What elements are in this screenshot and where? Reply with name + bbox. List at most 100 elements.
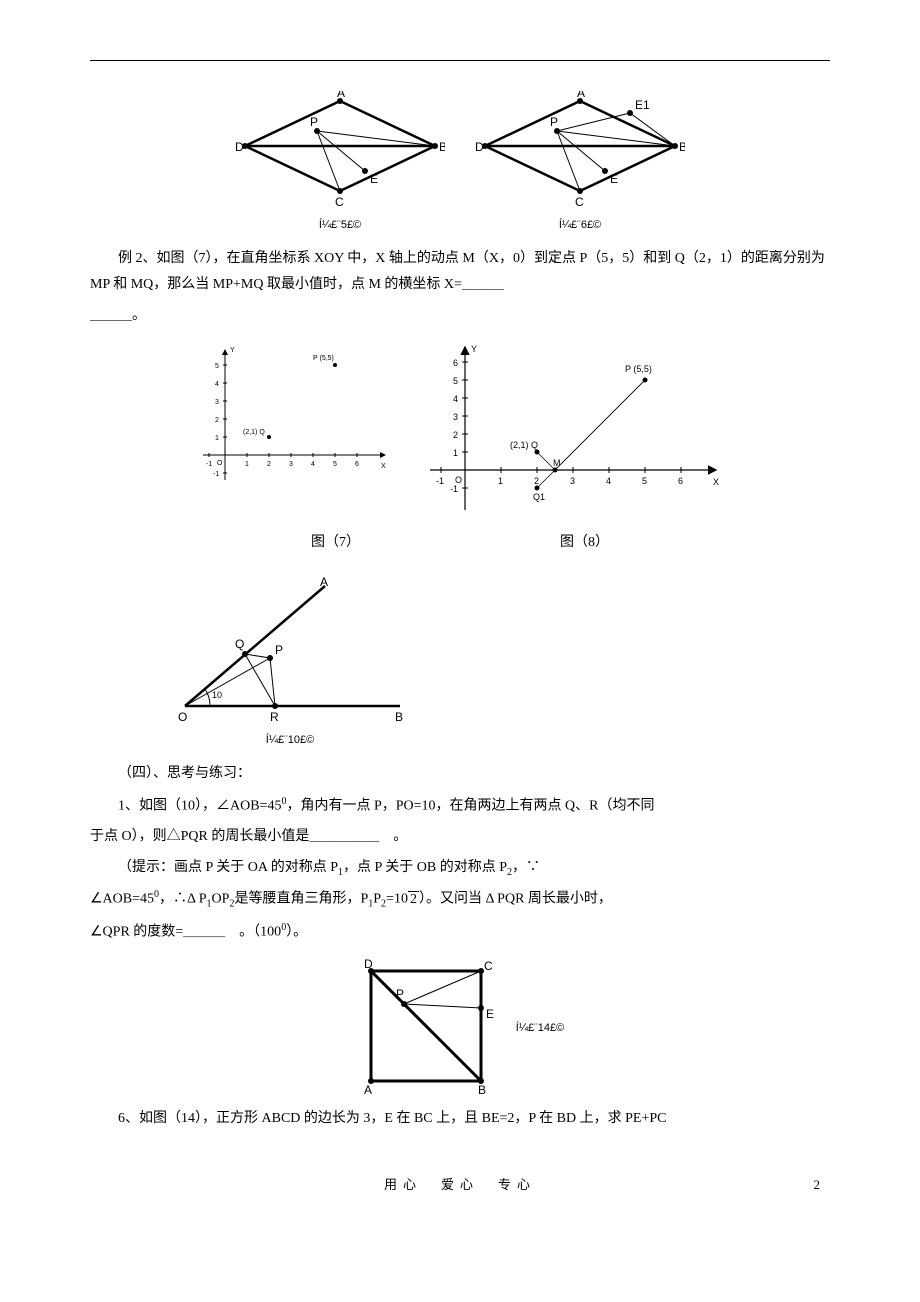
- problem1-l1a: 1、如图（10），∠AOB=45: [118, 798, 281, 813]
- fig6-label-e1: E1: [635, 98, 650, 112]
- section4-title: （四）、思考与练习：: [90, 761, 830, 788]
- fig6-label-c: C: [575, 195, 584, 209]
- fig5-caption: Í¼£¨5£©: [319, 215, 361, 236]
- fig5-label-c: C: [335, 195, 344, 209]
- caption-row-7-8: 图（7） 图（8）: [90, 530, 830, 557]
- fig10-q: Q: [235, 637, 244, 651]
- fig6-label-d: D: [475, 140, 484, 154]
- svg-text:1: 1: [498, 476, 503, 486]
- h2d: 是等腰直角三角形，P: [234, 892, 368, 907]
- h3b: ）。: [286, 925, 307, 940]
- h2c: OP: [212, 892, 230, 907]
- figure-row-5-6: A B C D P E Í¼£¨5£© A B C D: [90, 91, 830, 236]
- problem1-line2: 于点 O），则△PQR 的周长最小值是＿＿＿＿＿ 。: [90, 824, 830, 851]
- fig10-o: O: [178, 710, 187, 724]
- example2-tail: ＿＿＿。: [90, 303, 830, 330]
- svg-text:1: 1: [245, 461, 249, 468]
- fig8-m-label: M: [553, 458, 561, 468]
- hint-line3: ∠QPR 的度数=＿＿＿ 。（1000）。: [90, 918, 830, 946]
- svg-text:5: 5: [215, 363, 219, 370]
- hint1c: ，∵: [512, 860, 540, 875]
- fig14-c: C: [484, 959, 493, 973]
- svg-text:2: 2: [215, 417, 219, 424]
- h2e: P: [373, 892, 381, 907]
- problem6: 6、如图（14），正方形 ABCD 的边长为 3，E 在 BC 上，且 BE=2…: [90, 1106, 830, 1133]
- fig10-a: A: [320, 576, 328, 589]
- fig14-svg: A B C D E P: [356, 956, 496, 1096]
- problem1-l1b: ，角内有一点 P，PO=10，在角两边上有两点 Q、R（均不同: [286, 798, 654, 813]
- example2-text: 例 2、如图（7），在直角坐标系 XOY 中，X 轴上的动点 M（X，0）到定点…: [90, 246, 830, 299]
- fig8-x: X: [713, 477, 719, 487]
- svg-text:4: 4: [215, 381, 219, 388]
- fig6-label-a: A: [577, 91, 585, 100]
- fig10-svg: O A B P Q R 10: [170, 576, 410, 726]
- fig7-p-label: P (5,5): [313, 355, 334, 362]
- figure-6: A B C D P E E1 Í¼£¨6£©: [475, 91, 685, 236]
- svg-text:4: 4: [311, 461, 315, 468]
- fig5-label-b: B: [439, 140, 445, 154]
- fig6-caption: Í¼£¨6£©: [559, 215, 601, 236]
- figure-row-14: A B C D E P Í¼£¨14£©: [90, 956, 830, 1096]
- h2f: =10: [386, 892, 408, 907]
- svg-text:6: 6: [678, 476, 683, 486]
- fig14-caption: Í¼£¨14£©: [516, 1018, 564, 1039]
- svg-text:5: 5: [333, 461, 337, 468]
- h2a: ∠AOB=45: [90, 892, 154, 907]
- fig8-q-label: (2,1) Q: [510, 440, 538, 450]
- fig10-p: P: [275, 643, 283, 657]
- svg-text:3: 3: [570, 476, 575, 486]
- figure-row-7-8: -1 1 2 3 4 5 6 1 2 3 4 5 -1 O X Y P (5,5…: [90, 340, 830, 520]
- fig5-label-e: E: [370, 172, 378, 186]
- fig8-y: Y: [471, 344, 477, 354]
- h2b: ，∴Δ P: [159, 892, 207, 907]
- fig7-o: O: [217, 460, 223, 467]
- svg-text:-1: -1: [213, 471, 219, 478]
- fig6-label-b: B: [679, 140, 685, 154]
- svg-text:5: 5: [642, 476, 647, 486]
- h3a: ∠QPR 的度数=＿＿＿ 。（100: [90, 925, 281, 940]
- fig8-svg: -1 1 2 3 4 5 6 1 2 3 4 5 6 -1 O X Y P (5…: [425, 340, 725, 520]
- footer-text: 用心 爱心 专心: [384, 1177, 536, 1192]
- svg-text:-1: -1: [436, 476, 444, 486]
- footer: 用心 爱心 专心 2: [90, 1173, 830, 1198]
- example2-text-main: 例 2、如图（7），在直角坐标系 XOY 中，X 轴上的动点 M（X，0）到定点…: [90, 251, 825, 293]
- fig6-label-e: E: [610, 172, 618, 186]
- svg-text:1: 1: [215, 435, 219, 442]
- svg-text:6: 6: [355, 461, 359, 468]
- hint1b: ，点 P 关于 OB 的对称点 P: [343, 860, 507, 875]
- fig5-label-a: A: [337, 91, 345, 100]
- fig10-b: B: [395, 710, 403, 724]
- figure-row-10: O A B P Q R 10 Í¼£¨10£©: [170, 576, 830, 751]
- hint-line1: （提示：画点 P 关于 OA 的对称点 P1，点 P 关于 OB 的对称点 P2…: [90, 855, 830, 882]
- top-rule: [90, 60, 830, 61]
- svg-text:3: 3: [289, 461, 293, 468]
- sqrt-2: 2: [408, 891, 419, 907]
- page-number: 2: [814, 1173, 821, 1198]
- fig10-caption: Í¼£¨10£©: [266, 730, 314, 751]
- fig10-r: R: [270, 710, 279, 724]
- fig6-svg: A B C D P E E1: [475, 91, 685, 211]
- hint-line2: ∠AOB=450，∴Δ P1OP2是等腰直角三角形，P1P2=102）。又问当 …: [90, 885, 830, 913]
- fig14-p: P: [396, 987, 404, 1001]
- svg-text:4: 4: [453, 394, 458, 404]
- svg-text:2: 2: [453, 430, 458, 440]
- fig10-angle: 10: [212, 690, 222, 700]
- fig14-e: E: [486, 1007, 494, 1021]
- svg-text:-1: -1: [206, 461, 212, 468]
- svg-text:3: 3: [215, 399, 219, 406]
- fig7-x: X: [381, 463, 386, 470]
- fig6-label-p: P: [550, 115, 558, 129]
- fig14-d: D: [364, 957, 373, 971]
- fig7-q-label: (2,1) Q: [243, 429, 265, 436]
- svg-text:2: 2: [534, 476, 539, 486]
- svg-text:2: 2: [267, 461, 271, 468]
- svg-text:5: 5: [453, 376, 458, 386]
- h2g: ）。又问当 Δ PQR 周长最小时，: [419, 892, 612, 907]
- fig5-label-p: P: [310, 115, 318, 129]
- fig5-label-d: D: [235, 140, 244, 154]
- fig8-o: O: [455, 475, 462, 485]
- svg-text:1: 1: [453, 448, 458, 458]
- svg-text:3: 3: [453, 412, 458, 422]
- svg-text:-1: -1: [450, 484, 458, 494]
- svg-text:4: 4: [606, 476, 611, 486]
